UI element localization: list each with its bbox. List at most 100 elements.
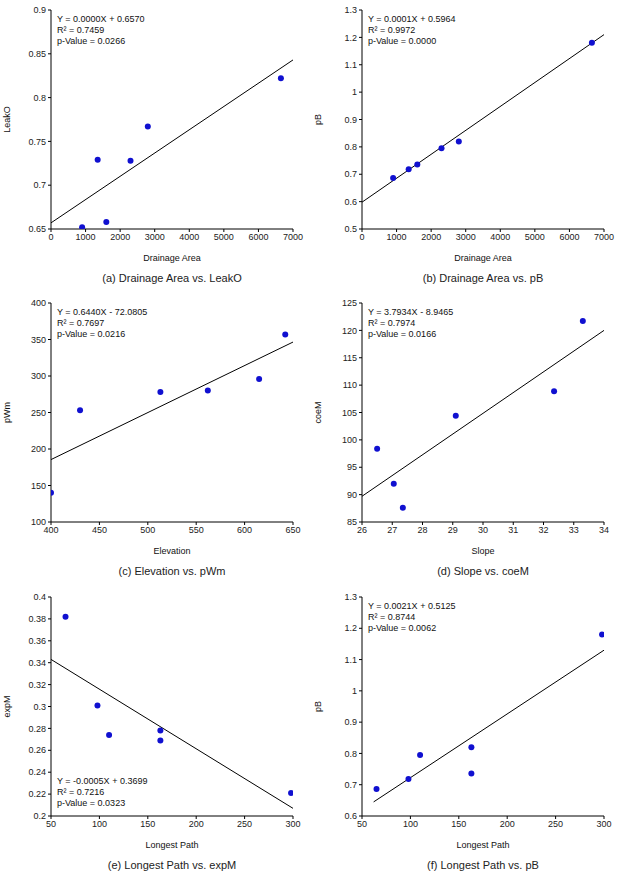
svg-text:pWm: pWm: [8, 402, 12, 423]
svg-text:2000: 2000: [110, 232, 130, 242]
svg-text:7000: 7000: [283, 232, 303, 242]
svg-text:1000: 1000: [387, 232, 407, 242]
svg-text:0.36: 0.36: [28, 636, 46, 646]
svg-text:28: 28: [417, 526, 427, 536]
svg-text:120: 120: [342, 326, 357, 336]
svg-text:5000: 5000: [214, 232, 234, 242]
svg-text:Longest Path: Longest Path: [145, 840, 198, 850]
svg-text:0.2: 0.2: [33, 811, 46, 821]
svg-text:0.8: 0.8: [344, 142, 357, 152]
svg-text:4000: 4000: [179, 232, 199, 242]
svg-text:0.65: 0.65: [28, 224, 46, 234]
svg-text:1.2: 1.2: [344, 623, 357, 633]
svg-text:300: 300: [596, 819, 611, 829]
svg-text:150: 150: [140, 819, 155, 829]
svg-text:1.1: 1.1: [344, 60, 357, 70]
svg-text:100: 100: [403, 819, 418, 829]
svg-text:0.75: 0.75: [28, 137, 46, 147]
svg-text:300: 300: [31, 372, 46, 382]
svg-text:pB: pB: [313, 114, 323, 125]
svg-text:200: 200: [31, 445, 46, 455]
svg-text:650: 650: [285, 526, 300, 536]
svg-text:125: 125: [342, 299, 357, 309]
svg-text:1.3: 1.3: [344, 592, 357, 602]
svg-text:0.7: 0.7: [33, 180, 46, 190]
svg-text:250: 250: [548, 819, 563, 829]
svg-text:coeM: coeM: [313, 402, 323, 424]
svg-text:0.9: 0.9: [33, 5, 46, 15]
svg-text:LeakO: LeakO: [8, 106, 12, 133]
svg-text:600: 600: [237, 526, 252, 536]
svg-text:3000: 3000: [456, 232, 476, 242]
svg-text:4000: 4000: [490, 232, 510, 242]
svg-text:0.24: 0.24: [28, 767, 46, 777]
svg-text:0.4: 0.4: [33, 592, 46, 602]
svg-text:90: 90: [347, 490, 357, 500]
svg-text:5000: 5000: [525, 232, 545, 242]
svg-text:0.6: 0.6: [344, 197, 357, 207]
svg-text:0.8: 0.8: [344, 748, 357, 758]
svg-text:200: 200: [189, 819, 204, 829]
svg-text:33: 33: [569, 526, 579, 536]
svg-text:450: 450: [92, 526, 107, 536]
svg-text:27: 27: [387, 526, 397, 536]
svg-text:115: 115: [343, 353, 357, 363]
svg-text:0.32: 0.32: [28, 679, 46, 689]
svg-text:0.9: 0.9: [344, 717, 357, 727]
svg-text:34: 34: [599, 526, 609, 536]
svg-text:0.5: 0.5: [344, 224, 357, 234]
svg-text:1: 1: [352, 686, 357, 696]
svg-text:0.38: 0.38: [28, 614, 46, 624]
svg-text:300: 300: [285, 819, 300, 829]
svg-text:100: 100: [92, 819, 107, 829]
svg-text:3000: 3000: [145, 232, 165, 242]
svg-text:7000: 7000: [594, 232, 611, 242]
svg-text:0.3: 0.3: [33, 701, 46, 711]
svg-text:400: 400: [31, 299, 46, 309]
svg-text:1.1: 1.1: [344, 654, 357, 664]
svg-text:0.6: 0.6: [344, 811, 357, 821]
svg-text:250: 250: [31, 408, 46, 418]
svg-text:1.3: 1.3: [344, 5, 357, 15]
svg-text:0.8: 0.8: [33, 93, 46, 103]
svg-text:0.34: 0.34: [28, 658, 46, 668]
svg-text:95: 95: [347, 463, 357, 473]
svg-text:1000: 1000: [76, 232, 96, 242]
svg-text:2000: 2000: [421, 232, 441, 242]
svg-text:30: 30: [478, 526, 488, 536]
svg-text:6000: 6000: [559, 232, 579, 242]
svg-text:110: 110: [343, 381, 357, 391]
svg-text:0.22: 0.22: [28, 789, 46, 799]
svg-text:85: 85: [347, 518, 357, 528]
svg-text:Slope: Slope: [471, 546, 494, 556]
svg-text:6000: 6000: [248, 232, 268, 242]
svg-text:1: 1: [352, 87, 357, 97]
svg-text:200: 200: [500, 819, 515, 829]
svg-text:Elevation: Elevation: [153, 546, 190, 556]
svg-text:expM: expM: [8, 695, 12, 717]
svg-text:150: 150: [31, 481, 46, 491]
svg-text:Longest Path: Longest Path: [456, 840, 509, 850]
svg-text:0.7: 0.7: [344, 780, 357, 790]
svg-text:100: 100: [342, 435, 357, 445]
svg-text:Drainage Area: Drainage Area: [143, 253, 201, 263]
svg-text:250: 250: [237, 819, 252, 829]
svg-text:105: 105: [342, 408, 357, 418]
svg-text:0: 0: [359, 232, 364, 242]
svg-text:0.85: 0.85: [28, 49, 46, 59]
svg-text:100: 100: [31, 518, 46, 528]
svg-text:pB: pB: [313, 701, 323, 712]
svg-text:32: 32: [538, 526, 548, 536]
svg-text:500: 500: [140, 526, 155, 536]
svg-text:0.28: 0.28: [28, 723, 46, 733]
svg-text:29: 29: [448, 526, 458, 536]
svg-text:Drainage Area: Drainage Area: [454, 253, 512, 263]
svg-text:550: 550: [189, 526, 204, 536]
svg-text:0.9: 0.9: [344, 115, 357, 125]
svg-text:50: 50: [357, 819, 367, 829]
svg-text:350: 350: [31, 335, 46, 345]
svg-text:0.7: 0.7: [344, 169, 357, 179]
svg-text:150: 150: [451, 819, 466, 829]
svg-text:50: 50: [46, 819, 56, 829]
svg-text:0.26: 0.26: [28, 745, 46, 755]
